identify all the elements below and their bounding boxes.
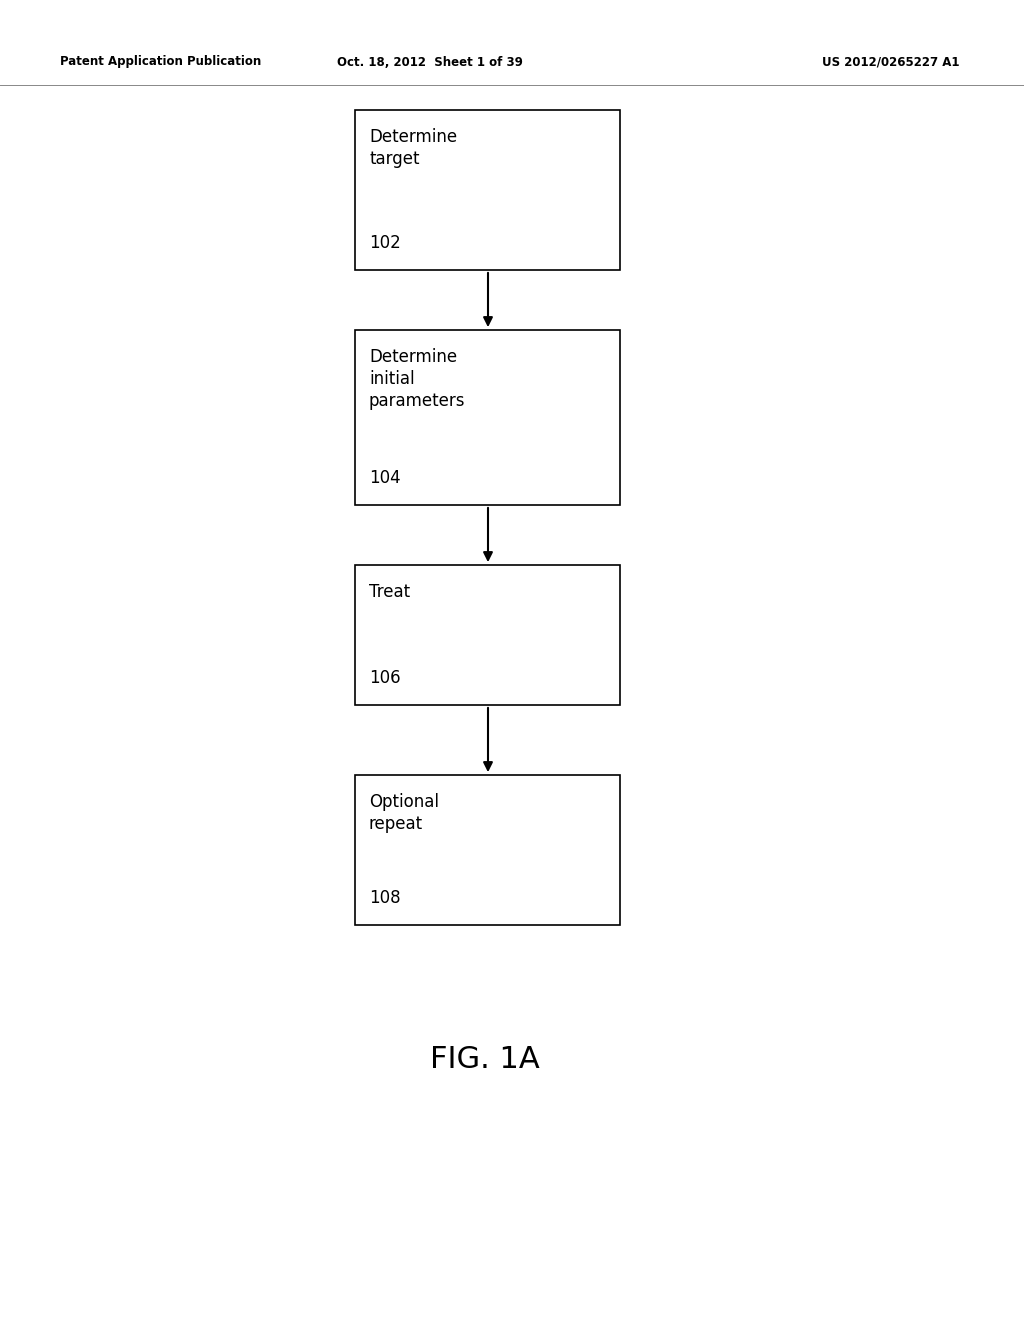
Bar [355,565,620,705]
Text: 102: 102 [369,234,400,252]
Text: 106: 106 [369,669,400,686]
Text: US 2012/0265227 A1: US 2012/0265227 A1 [822,55,961,69]
Text: Determine
target: Determine target [369,128,457,168]
Text: Patent Application Publication: Patent Application Publication [60,55,261,69]
Bar [355,110,620,271]
Bar [355,775,620,925]
Text: Oct. 18, 2012  Sheet 1 of 39: Oct. 18, 2012 Sheet 1 of 39 [337,55,523,69]
Text: Optional
repeat: Optional repeat [369,793,439,833]
Text: Treat: Treat [369,583,411,601]
Text: FIG. 1A: FIG. 1A [430,1045,540,1074]
Text: Determine
initial
parameters: Determine initial parameters [369,348,466,411]
Text: 104: 104 [369,469,400,487]
Text: 108: 108 [369,888,400,907]
Bar [355,330,620,506]
